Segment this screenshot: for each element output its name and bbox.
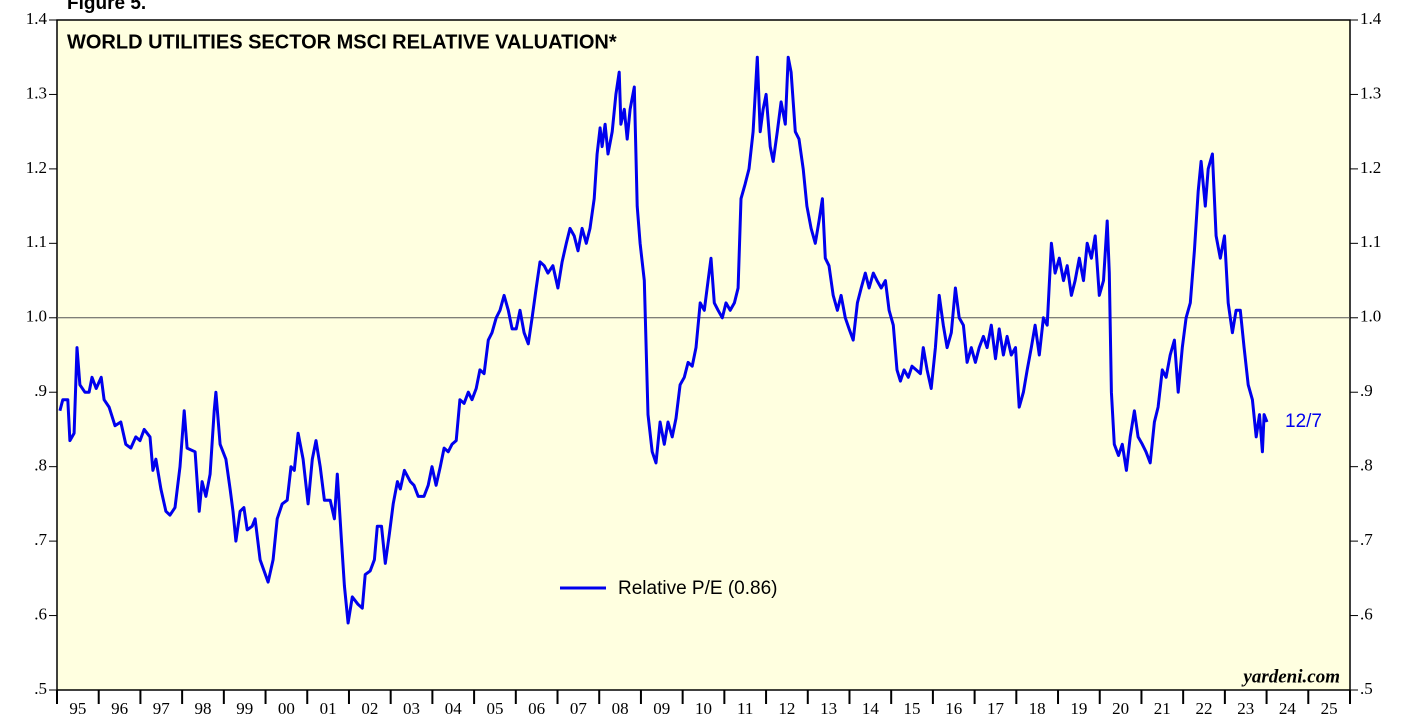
y2-tick-label: .9 — [1360, 381, 1373, 400]
y-tick-label: .9 — [34, 381, 47, 400]
y2-tick-label: 1.2 — [1360, 158, 1381, 177]
x-tick-label: 11 — [737, 699, 753, 718]
y2-tick-label: 1.4 — [1360, 9, 1382, 28]
y-tick-label: 1.4 — [26, 9, 48, 28]
x-tick-label: 00 — [278, 699, 295, 718]
y2-tick-label: .5 — [1360, 679, 1373, 698]
x-tick-label: 24 — [1279, 699, 1297, 718]
source: yardeni.com — [1241, 666, 1340, 687]
x-tick-label: 02 — [361, 699, 378, 718]
x-tick-label: 04 — [445, 699, 463, 718]
x-tick-label: 10 — [695, 699, 712, 718]
y-tick-label: 1.3 — [26, 83, 47, 102]
x-tick-label: 99 — [236, 699, 253, 718]
y2-tick-label: .8 — [1360, 456, 1373, 475]
y2-tick-label: 1.3 — [1360, 83, 1381, 102]
y-tick-label: 1.2 — [26, 158, 47, 177]
x-tick-label: 15 — [904, 699, 921, 718]
y-tick-label: .6 — [34, 604, 47, 623]
y-tick-label: .7 — [34, 530, 47, 549]
y-tick-label: 1.1 — [26, 232, 47, 251]
x-tick-label: 08 — [612, 699, 629, 718]
plot-area — [56, 19, 1351, 691]
x-tick-label: 17 — [987, 699, 1005, 718]
y2-tick-label: 1.1 — [1360, 232, 1381, 251]
x-tick-label: 13 — [820, 699, 837, 718]
x-tick-label: 25 — [1321, 699, 1338, 718]
x-tick-label: 03 — [403, 699, 420, 718]
y2-tick-label: 1.0 — [1360, 307, 1381, 326]
series-line — [58, 55, 1269, 625]
x-tick-label: 07 — [570, 699, 588, 718]
chart-title: WORLD UTILITIES SECTOR MSCI RELATIVE VAL… — [67, 31, 617, 53]
x-tick-label: 14 — [862, 699, 880, 718]
y-tick-label: 1.0 — [26, 307, 47, 326]
y-tick-label: .5 — [34, 679, 47, 698]
y2-tick-label: .6 — [1360, 604, 1373, 623]
x-tick-label: 19 — [1070, 699, 1087, 718]
y2-tick-label: .7 — [1360, 530, 1373, 549]
x-tick-label: 06 — [528, 699, 545, 718]
x-tick-label: 16 — [945, 699, 962, 718]
x-tick-label: 01 — [320, 699, 337, 718]
legend-label: Relative P/E (0.86) — [618, 578, 777, 599]
x-tick-label: 97 — [153, 699, 171, 718]
x-tick-label: 96 — [111, 699, 128, 718]
x-tick-label: 12 — [778, 699, 795, 718]
figure-label: Figure 5. — [67, 0, 146, 14]
x-tick-label: 21 — [1154, 699, 1171, 718]
x-tick-label: 22 — [1196, 699, 1213, 718]
x-tick-label: 95 — [69, 699, 86, 718]
x-tick-label: 23 — [1237, 699, 1254, 718]
annotation: 12/7 — [1285, 411, 1322, 432]
x-tick-label: 09 — [653, 699, 670, 718]
x-tick-label: 18 — [1029, 699, 1046, 718]
x-tick-label: 20 — [1112, 699, 1129, 718]
y-tick-label: .8 — [34, 456, 47, 475]
x-tick-label: 98 — [194, 699, 211, 718]
x-tick-label: 05 — [486, 699, 503, 718]
